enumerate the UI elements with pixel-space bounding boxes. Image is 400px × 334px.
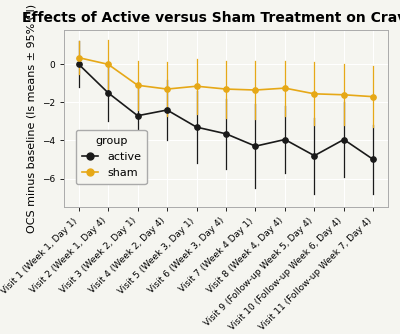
Y-axis label: OCS minus baseline (ls means ± 95% CI): OCS minus baseline (ls means ± 95% CI) <box>26 4 36 233</box>
Title: Effects of Active versus Sham Treatment on Craving: Effects of Active versus Sham Treatment … <box>22 11 400 25</box>
Legend: active, sham: active, sham <box>76 130 147 184</box>
